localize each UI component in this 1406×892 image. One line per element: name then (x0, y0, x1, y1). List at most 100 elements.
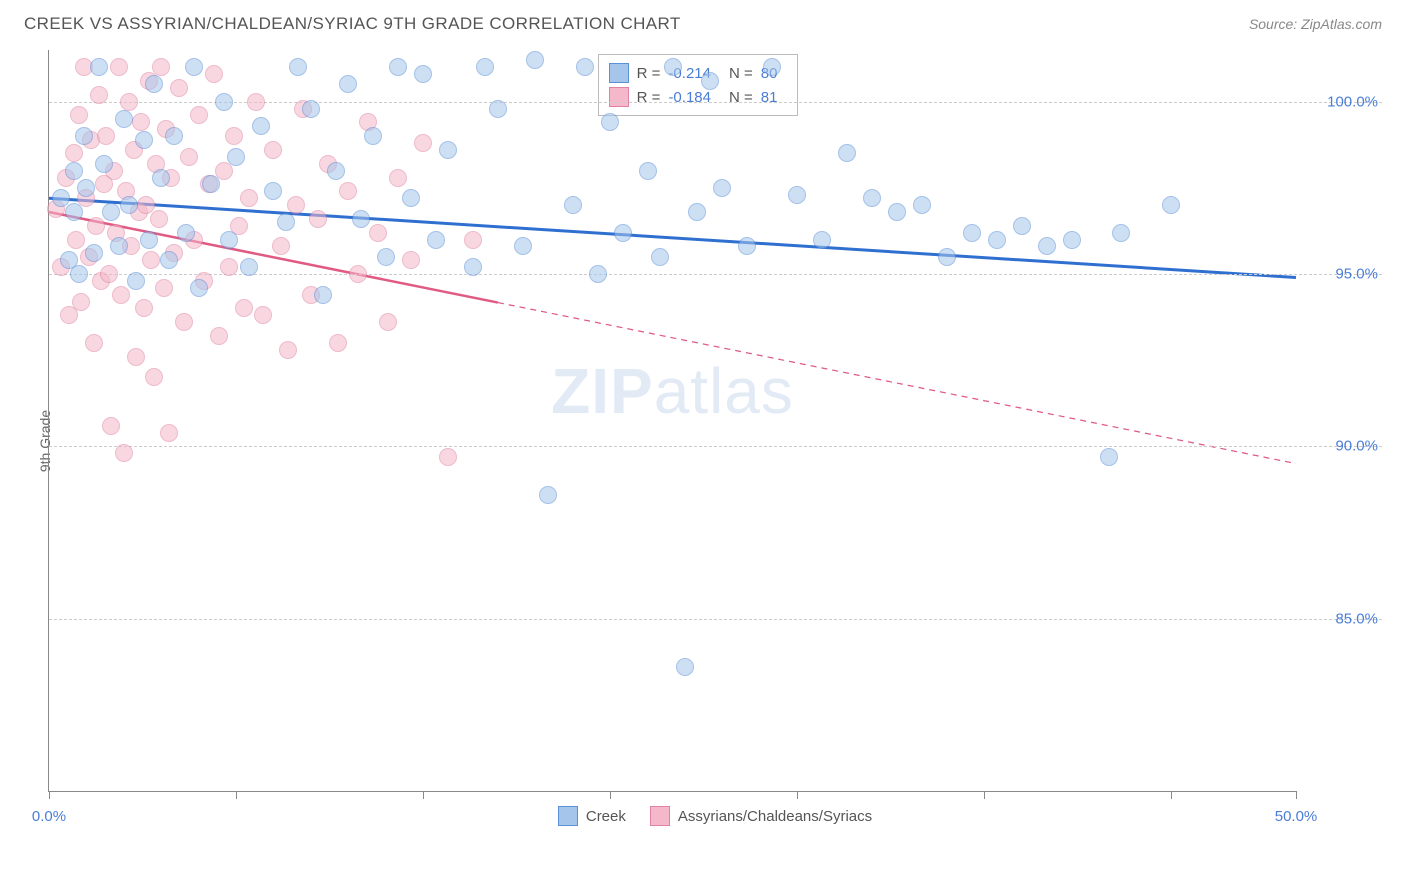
data-point (220, 258, 238, 276)
data-point (963, 224, 981, 242)
n-label: N = (729, 65, 753, 82)
data-point (112, 286, 130, 304)
data-point (379, 313, 397, 331)
r-label: R = (637, 65, 661, 82)
r-value: -0.184 (668, 89, 711, 106)
data-point (279, 341, 297, 359)
data-point (65, 203, 83, 221)
legend-item: Assyrians/Chaldeans/Syriacs (650, 806, 872, 826)
legend-swatch (650, 806, 670, 826)
data-point (277, 213, 295, 231)
data-point (102, 203, 120, 221)
data-point (289, 58, 307, 76)
data-point (614, 224, 632, 242)
data-point (120, 93, 138, 111)
data-point (110, 237, 128, 255)
legend-swatch (609, 63, 629, 83)
data-point (254, 306, 272, 324)
data-point (205, 65, 223, 83)
data-point (564, 196, 582, 214)
x-tick (423, 791, 424, 799)
data-point (352, 210, 370, 228)
data-point (272, 237, 290, 255)
data-point (252, 117, 270, 135)
data-point (339, 75, 357, 93)
data-point (165, 127, 183, 145)
data-point (1100, 448, 1118, 466)
data-point (339, 182, 357, 200)
data-point (225, 127, 243, 145)
data-point (87, 217, 105, 235)
data-point (240, 258, 258, 276)
data-point (389, 58, 407, 76)
data-point (235, 299, 253, 317)
data-point (142, 251, 160, 269)
data-point (65, 162, 83, 180)
data-point (145, 368, 163, 386)
data-point (220, 231, 238, 249)
data-point (476, 58, 494, 76)
data-point (464, 231, 482, 249)
data-point (90, 86, 108, 104)
data-point (888, 203, 906, 221)
data-point (713, 179, 731, 197)
data-point (70, 106, 88, 124)
data-point (247, 93, 265, 111)
data-point (377, 248, 395, 266)
data-point (576, 58, 594, 76)
data-point (85, 334, 103, 352)
data-point (489, 100, 507, 118)
data-point (185, 58, 203, 76)
data-point (651, 248, 669, 266)
data-point (589, 265, 607, 283)
data-point (526, 51, 544, 69)
stats-legend-row: R = -0.184N = 81 (609, 85, 788, 109)
data-point (202, 175, 220, 193)
data-point (72, 293, 90, 311)
data-point (738, 237, 756, 255)
data-point (329, 334, 347, 352)
data-point (389, 169, 407, 187)
data-point (913, 196, 931, 214)
data-point (439, 448, 457, 466)
data-point (227, 148, 245, 166)
data-point (102, 417, 120, 435)
data-point (369, 224, 387, 242)
data-point (414, 134, 432, 152)
data-point (439, 141, 457, 159)
data-point (170, 79, 188, 97)
data-point (152, 58, 170, 76)
data-point (160, 251, 178, 269)
data-point (639, 162, 657, 180)
data-point (175, 313, 193, 331)
data-point (97, 127, 115, 145)
data-point (427, 231, 445, 249)
data-point (813, 231, 831, 249)
data-point (240, 189, 258, 207)
data-point (100, 265, 118, 283)
chart-title: CREEK VS ASSYRIAN/CHALDEAN/SYRIAC 9TH GR… (24, 14, 681, 34)
data-point (215, 93, 233, 111)
data-point (539, 486, 557, 504)
data-point (1063, 231, 1081, 249)
data-point (132, 113, 150, 131)
data-point (788, 186, 806, 204)
y-tick-label: 100.0% (1302, 93, 1378, 110)
data-point (514, 237, 532, 255)
data-point (364, 127, 382, 145)
data-point (140, 231, 158, 249)
legend-swatch (558, 806, 578, 826)
data-point (115, 444, 133, 462)
data-point (309, 210, 327, 228)
data-point (863, 189, 881, 207)
data-point (135, 299, 153, 317)
data-point (402, 251, 420, 269)
data-point (314, 286, 332, 304)
y-tick-label: 90.0% (1302, 438, 1378, 455)
data-point (349, 265, 367, 283)
data-point (601, 113, 619, 131)
y-tick-label: 85.0% (1302, 610, 1378, 627)
data-point (464, 258, 482, 276)
data-point (664, 58, 682, 76)
n-label: N = (729, 89, 753, 106)
